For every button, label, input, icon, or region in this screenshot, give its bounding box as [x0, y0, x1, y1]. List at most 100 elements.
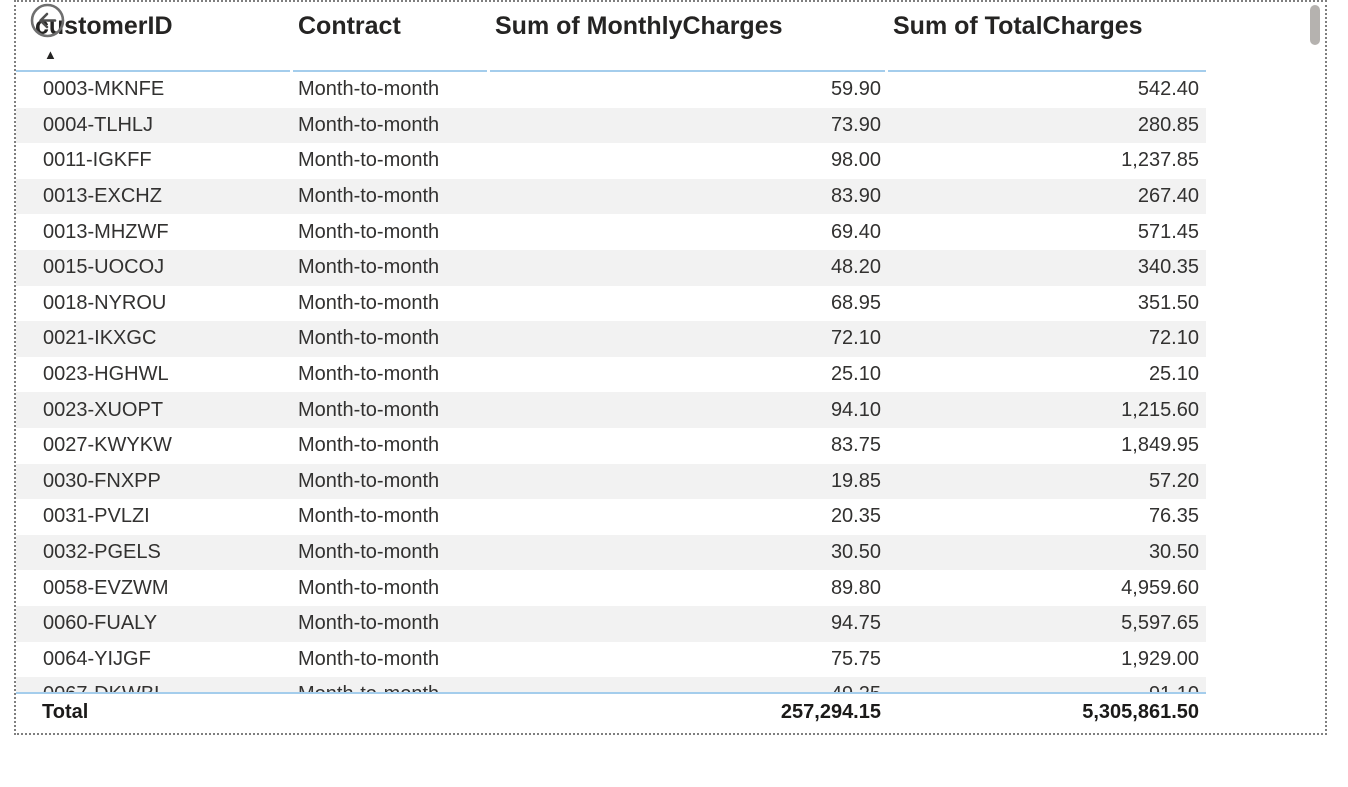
customer-id-cell: 0004-TLHLJ — [43, 113, 154, 136]
table-row[interactable]: 0067-DKWBL Month-to-month 49.25 91.10 — [16, 677, 1206, 692]
table-row[interactable]: 0011-IGKFF Month-to-month 98.00 1,237.85 — [16, 143, 1206, 179]
total-charges-cell: 1,929.00 — [1121, 647, 1199, 670]
contract-cell: Month-to-month — [293, 683, 490, 692]
table-header-row: customerID ▲ Contract Sum of MonthlyChar… — [16, 2, 1206, 72]
contract-cell: Month-to-month — [298, 469, 440, 492]
monthly-charges-cell: 83.90 — [830, 185, 881, 208]
customer-id-cell: 0067-DKWBL — [16, 683, 293, 692]
contract-cell: Month-to-month — [298, 78, 440, 101]
contract-cell: Month-to-month — [298, 220, 440, 243]
customer-id-cell: 0013-EXCHZ — [43, 185, 162, 208]
table-row[interactable]: 0015-UOCOJ Month-to-month 48.20 340.35 — [16, 249, 1206, 286]
column-header-label: customerID — [35, 12, 173, 40]
contract-cell: Month-to-month — [298, 541, 440, 564]
contract-cell: Month-to-month — [298, 256, 440, 279]
monthly-charges-cell: 59.90 — [830, 78, 881, 101]
monthly-charges-cell: 75.75 — [830, 647, 881, 670]
table-row[interactable]: 0018-NYROU Month-to-month 68.95 351.50 — [16, 286, 1206, 322]
column-header-label: Sum of TotalCharges — [893, 12, 1143, 40]
customer-id-cell: 0023-XUOPT — [43, 398, 164, 421]
customer-id-cell: 0003-MKNFE — [43, 78, 165, 101]
table-row[interactable]: 0004-TLHLJ Month-to-month 73.90 280.85 — [16, 107, 1206, 144]
table-row[interactable]: 0030-FNXPP Month-to-month 19.85 57.20 — [16, 463, 1206, 500]
customer-id-cell: 0013-MHZWF — [43, 220, 169, 243]
monthly-charges-cell: 89.80 — [830, 576, 881, 599]
table-row[interactable]: 0021-IKXGC Month-to-month 72.10 72.10 — [16, 321, 1206, 357]
total-charges-cell: 280.85 — [1137, 113, 1199, 136]
monthly-charges-cell: 20.35 — [830, 505, 881, 528]
total-charges-cell: 30.50 — [1148, 541, 1199, 564]
total-charges-cell: 91.10 — [888, 683, 1206, 692]
contract-cell: Month-to-month — [298, 647, 440, 670]
vertical-scrollbar-thumb[interactable] — [1310, 5, 1320, 45]
total-charges-cell: 340.35 — [1137, 256, 1199, 279]
total-charges-cell: 5,597.65 — [1121, 612, 1199, 635]
sort-ascending-icon: ▲ — [44, 47, 57, 62]
contract-cell: Month-to-month — [298, 505, 440, 528]
total-charges-cell: 1,237.85 — [1121, 149, 1199, 172]
table-row[interactable]: 0060-FUALY Month-to-month 94.75 5,597.65 — [16, 605, 1206, 642]
contract-cell: Month-to-month — [298, 434, 440, 457]
monthly-charges-cell: 73.90 — [830, 113, 881, 136]
monthly-charges-cell: 49.25 — [490, 683, 888, 692]
monthly-charges-cell: 68.95 — [830, 291, 881, 314]
column-header-label: Sum of MonthlyCharges — [495, 12, 783, 40]
contract-cell: Month-to-month — [298, 185, 440, 208]
customer-id-cell: 0011-IGKFF — [43, 149, 152, 172]
total-label: Total — [42, 700, 89, 723]
customer-id-cell: 0031-PVLZI — [43, 505, 150, 528]
total-charges-cell: 76.35 — [1148, 505, 1199, 528]
contract-cell: Month-to-month — [298, 327, 440, 350]
total-charges-cell: 25.10 — [1148, 363, 1199, 386]
total-charges-cell: 351.50 — [1137, 291, 1199, 314]
total-charges-cell: 1,215.60 — [1121, 398, 1199, 421]
contract-cell: Month-to-month — [298, 113, 440, 136]
total-charges-cell: 267.40 — [1137, 185, 1199, 208]
back-button[interactable] — [28, 2, 66, 40]
table-row[interactable]: 0032-PGELS Month-to-month 30.50 30.50 — [16, 534, 1206, 571]
column-header-label: Contract — [298, 12, 401, 40]
monthly-charges-cell: 94.10 — [830, 398, 881, 421]
table-row[interactable]: 0031-PVLZI Month-to-month 20.35 76.35 — [16, 499, 1206, 535]
customer-id-cell: 0064-YIJGF — [43, 647, 151, 670]
customer-id-cell: 0015-UOCOJ — [43, 256, 165, 279]
table-row[interactable]: 0058-EVZWM Month-to-month 89.80 4,959.60 — [16, 570, 1206, 606]
column-header-contract[interactable]: Contract — [293, 2, 490, 72]
table-row[interactable]: 0064-YIJGF Month-to-month 75.75 1,929.00 — [16, 642, 1206, 678]
customer-id-cell: 0018-NYROU — [43, 291, 167, 314]
column-header-customerid[interactable]: customerID ▲ — [16, 2, 293, 72]
contract-cell: Month-to-month — [298, 398, 440, 421]
monthly-charges-cell: 98.00 — [830, 149, 881, 172]
column-header-monthlycharges[interactable]: Sum of MonthlyCharges — [490, 2, 888, 72]
monthly-charges-cell: 25.10 — [830, 363, 881, 386]
monthly-charges-cell: 72.10 — [830, 327, 881, 350]
customer-id-cell: 0021-IKXGC — [43, 327, 157, 350]
customer-id-cell: 0030-FNXPP — [43, 469, 161, 492]
table-row[interactable]: 0023-XUOPT Month-to-month 94.10 1,215.60 — [16, 392, 1206, 428]
table-row[interactable]: 0027-KWYKW Month-to-month 83.75 1,849.95 — [16, 428, 1206, 464]
total-charges-cell: 571.45 — [1137, 220, 1199, 243]
customer-id-cell: 0060-FUALY — [43, 612, 158, 635]
total-charges-cell: 72.10 — [1148, 327, 1199, 350]
table-row[interactable]: 0013-MHZWF Month-to-month 69.40 571.45 — [16, 214, 1206, 250]
contract-cell: Month-to-month — [298, 576, 440, 599]
monthly-charges-cell: 48.20 — [830, 256, 881, 279]
table-visual[interactable]: customerID ▲ Contract Sum of MonthlyChar… — [14, 0, 1327, 735]
total-charges-cell: 4,959.60 — [1121, 576, 1199, 599]
table-row[interactable]: 0013-EXCHZ Month-to-month 83.90 267.40 — [16, 178, 1206, 215]
monthly-charges-cell: 19.85 — [830, 469, 881, 492]
table-total-row: Total 257,294.15 5,305,861.50 — [16, 694, 1206, 730]
data-table: customerID ▲ Contract Sum of MonthlyChar… — [16, 2, 1206, 730]
table-row[interactable]: 0003-MKNFE Month-to-month 59.90 542.40 — [16, 72, 1206, 108]
table-row[interactable]: 0023-HGHWL Month-to-month 25.10 25.10 — [16, 357, 1206, 393]
total-total-charges: 5,305,861.50 — [1082, 700, 1199, 723]
table-body[interactable]: 0003-MKNFE Month-to-month 59.90 542.40 0… — [16, 72, 1206, 694]
column-header-totalcharges[interactable]: Sum of TotalCharges — [888, 2, 1206, 72]
customer-id-cell: 0032-PGELS — [43, 541, 161, 564]
customer-id-cell: 0058-EVZWM — [43, 576, 169, 599]
contract-cell: Month-to-month — [298, 149, 440, 172]
contract-cell: Month-to-month — [298, 291, 440, 314]
total-charges-cell: 1,849.95 — [1121, 434, 1199, 457]
customer-id-cell: 0027-KWYKW — [43, 434, 172, 457]
